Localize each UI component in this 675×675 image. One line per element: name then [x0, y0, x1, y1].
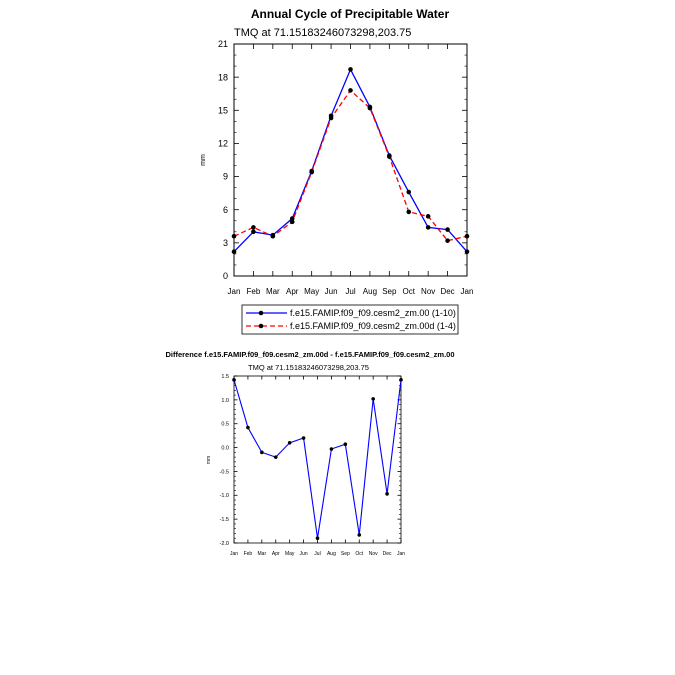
- series-2-point: [328, 115, 334, 121]
- chart1-series: [231, 67, 470, 254]
- x-tick-label: Jun: [325, 287, 338, 296]
- legend-label-series-2: f.e15.FAMIP.f09_f09.cesm2_zm.00d (1-4): [290, 321, 456, 331]
- x-tick-label: Sep: [382, 287, 397, 296]
- y-tick-label: 12: [218, 139, 228, 149]
- x-tick-label: Oct: [403, 287, 416, 296]
- series-1-point: [445, 227, 450, 232]
- series-1-point: [287, 441, 292, 445]
- series-1-point: [315, 536, 320, 541]
- x-tick-label: Dec: [440, 287, 454, 296]
- x-tick-label: Mar: [266, 287, 280, 296]
- series-2-point: [387, 154, 392, 159]
- difference-chart: Difference f.e15.FAMIP.f09_f09.cesm2_zm.…: [165, 350, 454, 557]
- y-tick-label: -1.5: [220, 517, 229, 523]
- series-1-point: [406, 189, 412, 195]
- legend-box: [241, 304, 459, 335]
- series-1-point: [348, 67, 353, 72]
- y-tick-label: -1.0: [220, 493, 229, 499]
- x-tick-label: Sep: [341, 551, 350, 557]
- series-1-point: [260, 450, 264, 455]
- series-2-point: [445, 238, 450, 243]
- x-tick-label: Feb: [244, 551, 253, 557]
- x-tick-label: Aug: [327, 551, 336, 557]
- series-1-point: [251, 229, 256, 235]
- chart2-x-tick-labels: Jan Feb Mar Apr May Jun Jul Aug Sep Oct Nov Dec Jan: [230, 551, 405, 557]
- chart1-ticks: [233, 43, 468, 277]
- series-1-point: [385, 492, 389, 496]
- series-1-point: [273, 455, 278, 459]
- x-tick-label: Jun: [300, 551, 308, 557]
- series-1-point: [289, 216, 295, 221]
- x-tick-label: Jan: [461, 287, 474, 296]
- x-tick-label: Jul: [314, 551, 320, 557]
- x-tick-label: Dec: [383, 551, 392, 557]
- y-tick-label: -2.0: [220, 541, 229, 547]
- x-tick-label: Aug: [363, 287, 377, 296]
- series-2-point: [231, 233, 237, 239]
- chart2-y-tick-labels: -2.0 -1.5 -1.0 -0.5 0.0 0.5 1.0 1.5: [220, 374, 229, 547]
- chart1-ylabel: mm: [200, 154, 207, 166]
- y-tick-label: 1.5: [221, 374, 229, 380]
- series-1-point: [231, 249, 237, 254]
- series-1-point: [329, 447, 334, 451]
- x-tick-label: Jul: [345, 287, 355, 296]
- chart2-subtitle: TMQ at 71.15183246073298,203.75: [248, 363, 369, 372]
- series-2-point: [464, 233, 470, 239]
- series-2-point: [289, 219, 295, 225]
- series-2-point: [251, 225, 256, 230]
- chart2-ticks: [233, 375, 402, 544]
- chart1-y-tick-labels: 0 3 6 9 12 15 18 21: [218, 39, 228, 281]
- x-tick-label: Oct: [355, 551, 363, 557]
- series-1-point: [357, 533, 362, 537]
- chart2-series: [232, 378, 403, 541]
- series-1-point: [246, 425, 250, 430]
- y-tick-label: 18: [218, 72, 228, 82]
- legend-marker-series-2: [258, 323, 264, 329]
- chart1-subtitle: TMQ at 71.15183246073298,203.75: [234, 27, 411, 39]
- chart1-x-tick-labels: Jan Feb Mar Apr May Jun Jul Aug Sep Oct Nov Dec Jan: [228, 287, 474, 296]
- x-tick-label: Nov: [421, 287, 435, 296]
- x-tick-label: Jan: [397, 551, 405, 557]
- x-tick-label: May: [304, 287, 319, 296]
- x-tick-label: Mar: [258, 551, 267, 557]
- y-tick-label: 21: [218, 39, 228, 49]
- series-2-point: [367, 105, 373, 111]
- series-1-point: [343, 442, 348, 447]
- y-tick-label: 0.0: [221, 445, 229, 451]
- y-tick-label: 9: [223, 172, 228, 182]
- series-1-point: [399, 378, 403, 382]
- legend-marker-series-1: [258, 310, 264, 316]
- y-tick-label: -0.5: [220, 469, 229, 475]
- series-2-point: [270, 233, 276, 239]
- series-2-point: [309, 169, 314, 175]
- chart1-title: Annual Cycle of Precipitable Water: [251, 7, 450, 21]
- series-1-point: [371, 397, 375, 401]
- series-1-point: [232, 378, 236, 382]
- x-tick-label: Nov: [369, 551, 378, 557]
- x-tick-label: Apr: [272, 551, 280, 557]
- y-tick-label: 0: [223, 271, 228, 281]
- series-2-point: [406, 209, 412, 215]
- legend-label-series-1: f.e15.FAMIP.f09_f09.cesm2_zm.00 (1-10): [290, 308, 456, 318]
- annual-cycle-chart: Annual Cycle of Precipitable Water TMQ a…: [200, 7, 474, 335]
- series-1-point: [301, 436, 306, 440]
- chart2-title: Difference f.e15.FAMIP.f09_f09.cesm2_zm.…: [165, 350, 454, 359]
- x-tick-label: Apr: [286, 287, 299, 296]
- y-tick-label: 3: [223, 238, 228, 248]
- chart2-ylabel: mm: [206, 456, 212, 464]
- chart1-legend: f.e15.FAMIP.f09_f09.cesm2_zm.00 (1-10) f…: [241, 304, 459, 335]
- series-1-point: [464, 249, 470, 254]
- y-tick-label: 1.0: [221, 398, 229, 404]
- x-tick-label: May: [285, 551, 295, 557]
- y-tick-label: 0.5: [221, 422, 229, 428]
- x-tick-label: Jan: [228, 287, 241, 296]
- series-2-point: [425, 214, 431, 219]
- y-tick-label: 6: [223, 205, 228, 215]
- series-2-point: [348, 88, 353, 93]
- x-tick-label: Jan: [230, 551, 238, 557]
- y-tick-label: 15: [218, 105, 228, 115]
- series-1-point: [425, 225, 431, 230]
- x-tick-label: Feb: [247, 287, 261, 296]
